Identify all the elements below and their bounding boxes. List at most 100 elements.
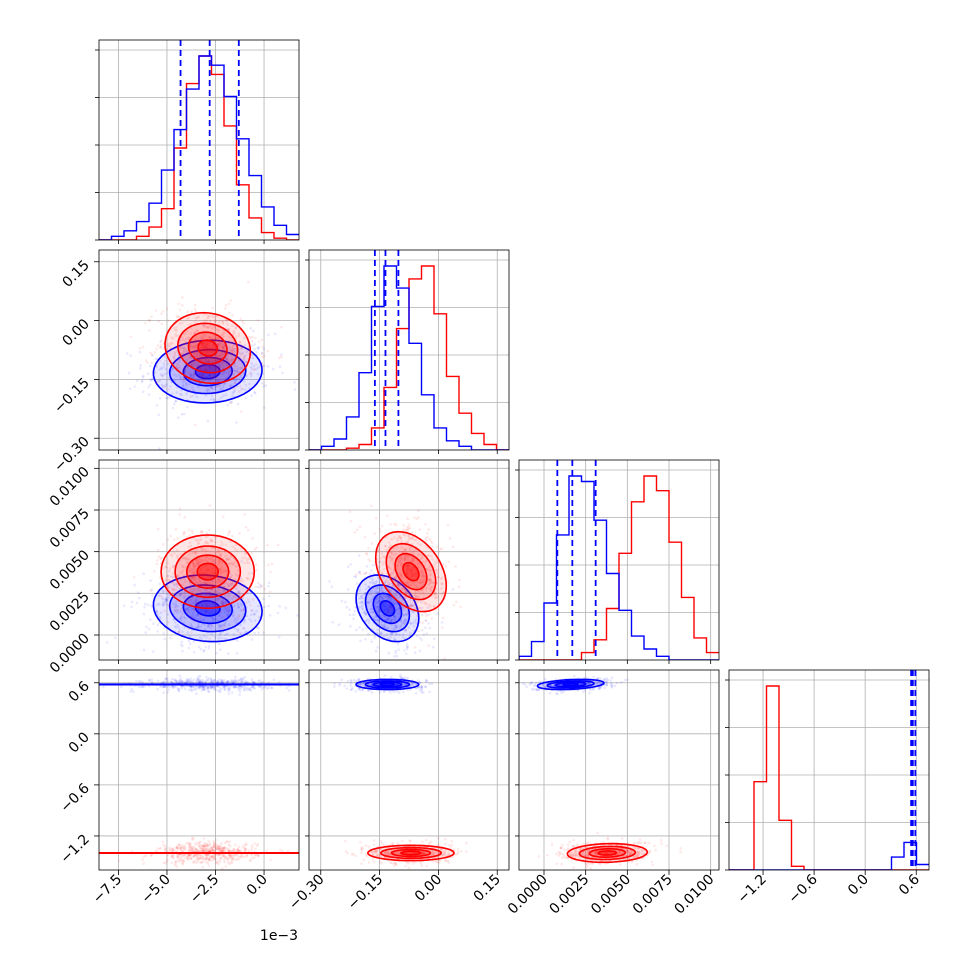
scatter-point (425, 620, 428, 623)
scatter-point (157, 528, 160, 531)
scatter-point (191, 530, 194, 533)
scatter-point (414, 651, 417, 654)
scatter-point (255, 363, 258, 366)
scatter-point (185, 842, 188, 845)
scatter-point (371, 542, 374, 545)
scatter-point (208, 677, 211, 680)
scatter-point (380, 530, 383, 533)
scatter-point (211, 855, 214, 858)
scatter-point (223, 847, 226, 850)
scatter-point (171, 854, 174, 857)
panel-3-1 (309, 670, 509, 873)
scatter-point (402, 528, 405, 531)
scatter-point (159, 360, 162, 363)
scatter-point (419, 637, 422, 640)
scatter-point (163, 632, 166, 635)
scatter-point (244, 681, 247, 684)
scatter-point (422, 633, 425, 636)
scatter-point (424, 523, 427, 526)
scatter-point (373, 532, 376, 535)
scatter-point (363, 573, 366, 576)
scatter-point (349, 684, 352, 687)
scatter-point (158, 848, 161, 851)
scatter-point (219, 611, 222, 614)
scatter-point (224, 865, 227, 868)
scatter-point (129, 354, 132, 357)
scatter-point (375, 650, 378, 653)
scatter-point (223, 861, 226, 864)
scatter-point (419, 650, 422, 653)
scatter-point (294, 388, 297, 391)
scatter-point (249, 336, 252, 339)
scatter-point (220, 688, 223, 691)
scatter-point (449, 537, 452, 540)
scatter-point (266, 849, 269, 852)
scatter-point (296, 614, 299, 617)
scatter-point (253, 391, 256, 394)
scatter-point (243, 688, 246, 691)
scatter-point (234, 844, 237, 847)
scatter-point (389, 523, 392, 526)
scatter-point (161, 596, 164, 599)
scatter-point (359, 525, 362, 528)
scatter-point (175, 846, 178, 849)
scatter-point (170, 681, 173, 684)
scatter-point (147, 372, 150, 375)
scatter-point (228, 693, 231, 696)
scatter-point (155, 382, 158, 385)
scatter-point (238, 694, 241, 697)
scatter-point (377, 646, 380, 649)
scatter-point (240, 318, 243, 321)
scatter-point (177, 609, 180, 612)
scatter-point (192, 854, 195, 857)
scatter-point (173, 403, 176, 406)
scatter-point (402, 607, 405, 610)
scatter-point (194, 608, 197, 611)
scatter-point (348, 609, 351, 612)
scatter-point (156, 404, 159, 407)
scatter-point (253, 632, 256, 635)
scatter-point (370, 505, 373, 508)
scatter-point (263, 355, 266, 358)
scatter-point (421, 685, 424, 688)
scatter-point (206, 854, 209, 857)
scatter-point (167, 539, 170, 542)
scatter-point (156, 630, 159, 633)
scatter-point (270, 687, 273, 690)
scatter-point (269, 571, 272, 574)
scatter-point (352, 613, 355, 616)
scatter-point (413, 516, 416, 519)
scatter-point (262, 598, 265, 601)
scatter-point (246, 855, 249, 858)
scatter-point (209, 859, 212, 862)
scatter-point (229, 845, 232, 848)
scatter-point (443, 657, 446, 660)
scatter-point (247, 281, 250, 284)
scatter-point (248, 688, 251, 691)
scatter-point (208, 840, 211, 843)
scatter-point (193, 651, 196, 654)
scatter-point (264, 588, 267, 591)
scatter-point (174, 860, 177, 863)
scatter-point (172, 407, 175, 410)
scatter-point (445, 565, 448, 568)
scatter-point (183, 532, 186, 535)
scatter-point (162, 543, 165, 546)
scatter-point (199, 861, 202, 864)
scatter-point (355, 680, 358, 683)
scatter-point (166, 681, 169, 684)
scatter-point (166, 677, 169, 680)
scatter-point (143, 649, 146, 652)
scatter-point (243, 686, 246, 689)
scatter-point (194, 308, 197, 311)
scatter-point (266, 544, 269, 547)
scatter-point (226, 404, 229, 407)
scatter-point (150, 362, 153, 365)
scatter-point (255, 563, 258, 566)
scatter-point (255, 351, 258, 354)
scatter-point (171, 862, 174, 865)
scatter-point (166, 858, 169, 861)
scatter-point (199, 614, 202, 617)
scatter-point (202, 845, 205, 848)
